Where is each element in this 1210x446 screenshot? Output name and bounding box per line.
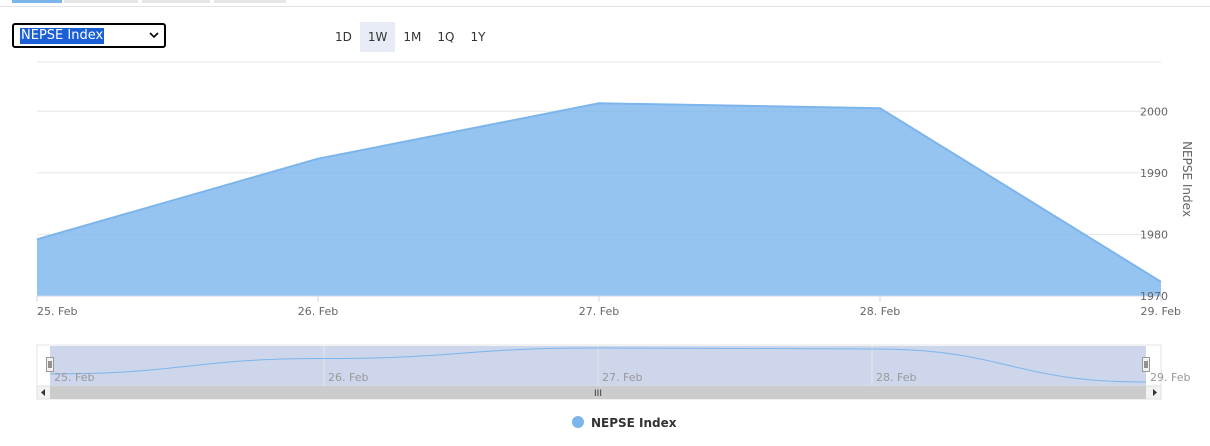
navigator-series-line [49,347,1147,383]
range-button-1d[interactable]: 1D [335,30,352,44]
tab-4[interactable] [214,0,286,3]
series-area [37,103,1161,296]
scrollbar-grip: III [594,389,602,399]
range-selector: 1D 1W 1M 1Q 1Y [327,22,493,52]
navigator-selection [50,346,1146,386]
y-tick-label-1990: 1990 [1140,167,1168,180]
scrollbar-track[interactable] [36,385,1162,400]
tab-2[interactable] [64,0,138,3]
y-axis-ticks: 1970 1980 1990 2000 [1140,105,1168,303]
chevron-down-icon [149,32,159,39]
navigator-handle-left[interactable] [46,357,54,372]
x-tick-label-2: 27. Feb [579,305,619,318]
navigator: 25. Feb 26. Feb 27. Feb 28. Feb 29. Feb [36,344,1190,387]
range-button-1y[interactable]: 1Y [470,30,486,44]
tab-3[interactable] [142,0,210,3]
scroll-right-arrow-icon[interactable] [1153,389,1157,396]
navigator-handle-right[interactable] [1142,357,1150,372]
range-button-1m[interactable]: 1M [403,30,422,44]
x-axis-ticks: 25. Feb 26. Feb 27. Feb 28. Feb 29. Feb [36,296,1181,318]
tab-1[interactable] [12,0,62,3]
range-button-1q[interactable]: 1Q [437,30,455,44]
y-gridlines [37,110,1161,235]
x-tick-label-4: 29. Feb [1141,305,1181,318]
scroll-left-arrow-icon[interactable] [41,389,45,396]
tab-bar [0,0,1210,7]
x-tick-label-0: 25. Feb [37,305,77,318]
navigator-background [36,344,1162,387]
navigator-gridlines [323,346,873,386]
navigator-scrollbar[interactable]: III [36,385,1162,400]
range-button-1w[interactable]: 1W [359,22,396,52]
y-tick-label-1980: 1980 [1140,228,1168,241]
navigator-label-0: 25. Feb [54,371,94,384]
y-axis-title: NEPSE Index [1180,141,1194,217]
navigator-label-4: 29. Feb [1150,371,1190,384]
x-tick-label-3: 28. Feb [860,305,900,318]
legend-symbol [572,416,584,428]
series-line [36,102,1162,283]
navigator-label-1: 26. Feb [328,371,368,384]
index-select[interactable]: NEPSE Index [12,23,166,48]
index-select-value: NEPSE Index [20,28,105,44]
legend-item-label[interactable]: NEPSE Index [591,416,677,430]
navigator-label-2: 27. Feb [602,371,642,384]
scrollbar-thumb[interactable] [50,386,1146,399]
y-tick-label-1970: 1970 [1140,290,1168,303]
navigator-labels: 25. Feb 26. Feb 27. Feb 28. Feb 29. Feb [54,371,1190,384]
navigator-label-3: 28. Feb [876,371,916,384]
legend[interactable]: NEPSE Index [572,416,677,430]
y-tick-label-2000: 2000 [1140,105,1168,118]
x-tick-label-1: 26. Feb [298,305,338,318]
